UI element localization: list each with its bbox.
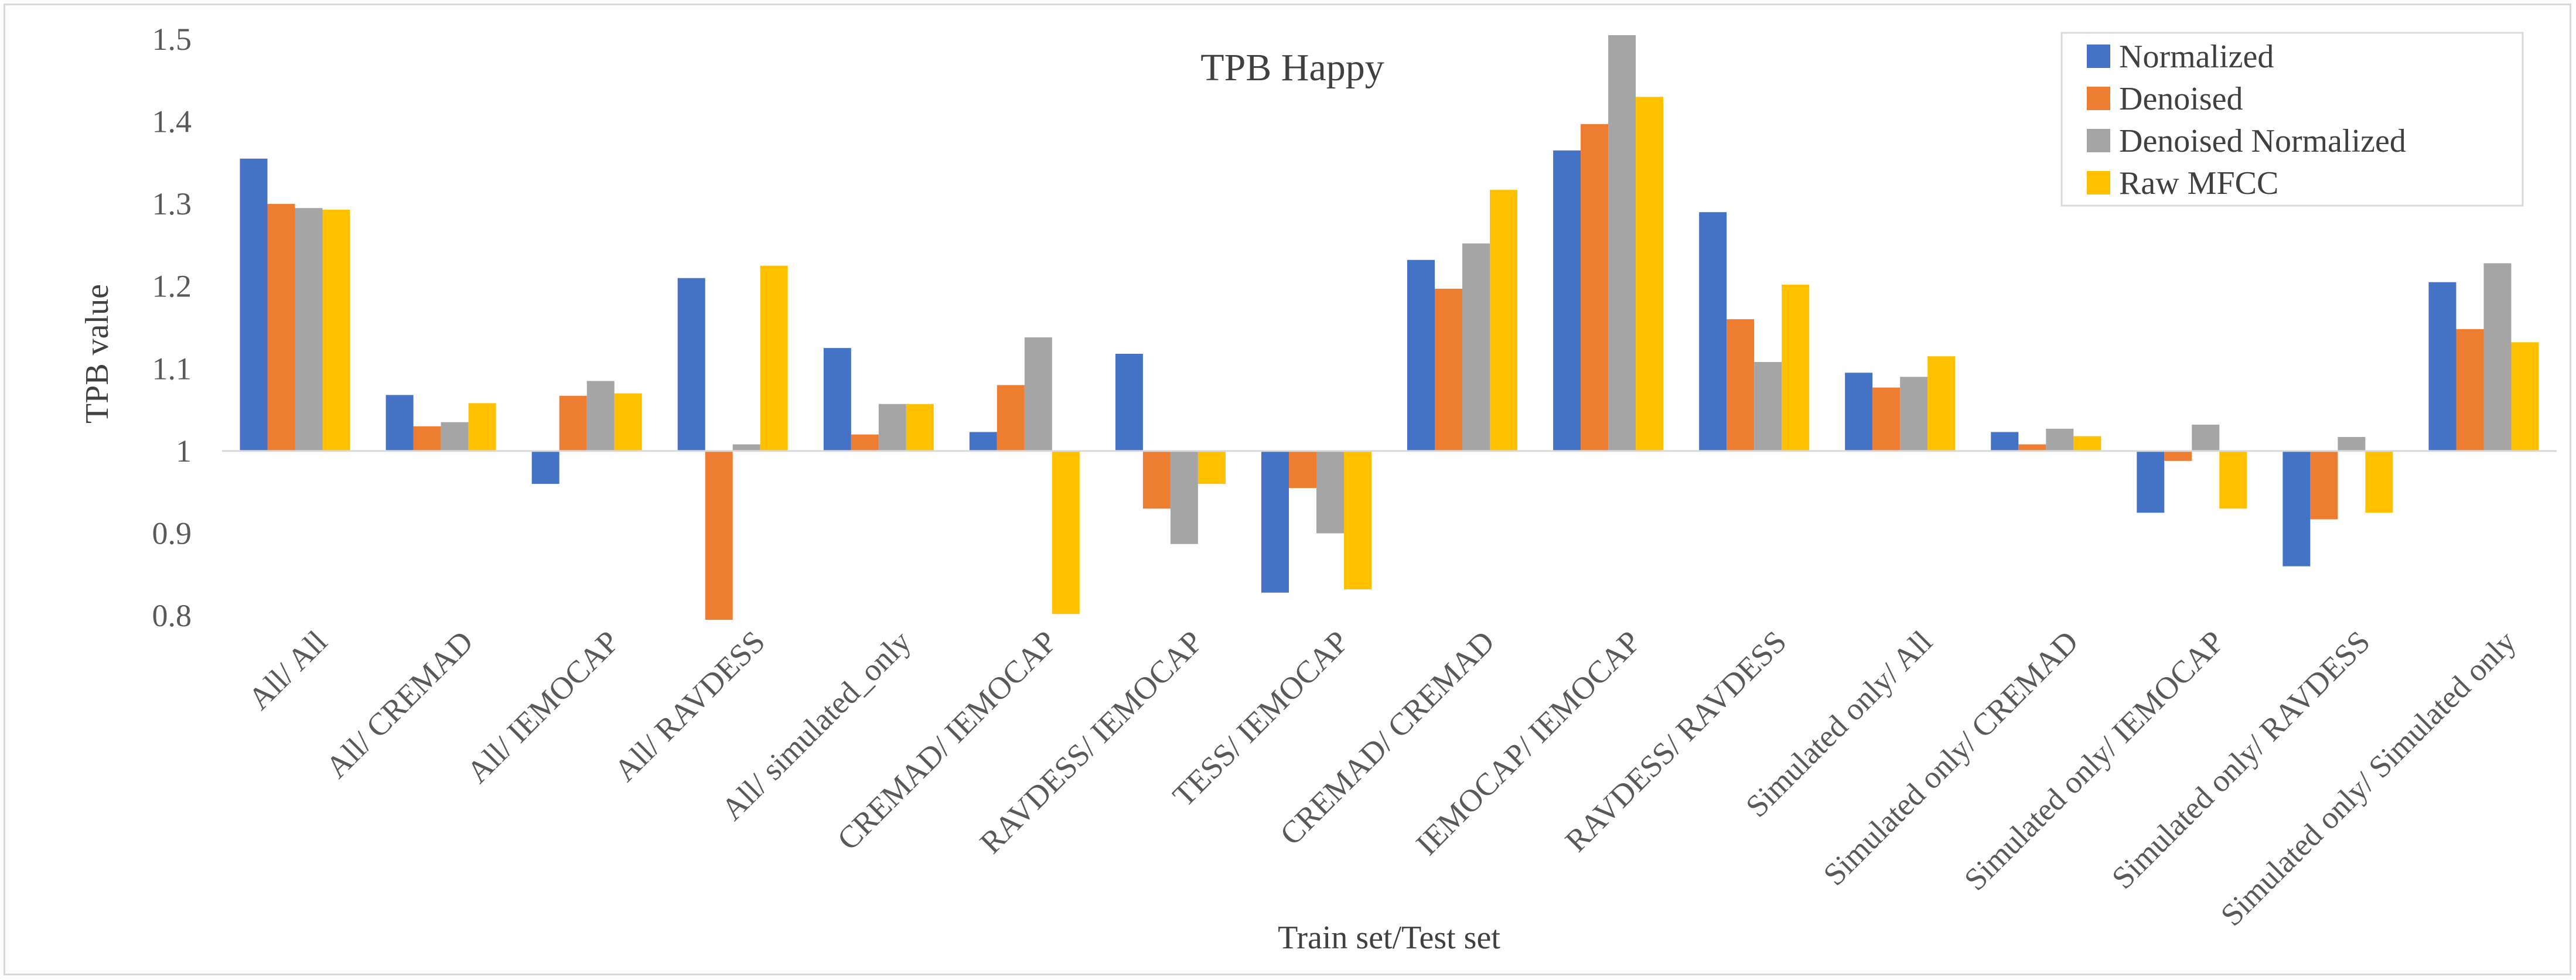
bar-denoised-11 <box>1872 387 1901 451</box>
bar-denoised-normalized-4 <box>878 404 906 451</box>
bar-denoised-9 <box>1581 124 1609 451</box>
bar-raw-mfcc-2 <box>614 393 642 451</box>
bar-denoised-normalized-13 <box>2192 424 2220 451</box>
y-tick-label: 0.8 <box>152 598 192 633</box>
legend-swatch-denoised-normalized <box>2087 129 2110 152</box>
legend-swatch-normalized <box>2087 45 2110 68</box>
bar-denoised-5 <box>997 385 1025 451</box>
bar-denoised-1 <box>413 426 441 451</box>
bar-denoised-normalized-2 <box>586 381 615 451</box>
bar-denoised-normalized-0 <box>295 208 323 451</box>
bar-normalized-4 <box>823 348 851 451</box>
y-tick-label: 1.2 <box>152 269 192 304</box>
bar-denoised-8 <box>1435 288 1462 451</box>
x-tick-label: Simulated only/ IEMOCAP <box>1957 624 2231 897</box>
x-tick-label: Simulated only/ Simulated only <box>2214 624 2523 933</box>
legend-swatch-denoised <box>2087 87 2110 110</box>
bar-denoised-4 <box>851 434 879 451</box>
bar-raw-mfcc-14 <box>2365 450 2393 513</box>
bar-normalized-9 <box>1553 150 1581 451</box>
bar-denoised-normalized-9 <box>1608 35 1636 451</box>
bar-denoised-normalized-3 <box>732 444 760 451</box>
x-tick-label: All/ IEMOCAP <box>460 624 626 790</box>
bar-denoised-normalized-10 <box>1754 362 1782 451</box>
x-tick-label: Simulated only/ CREMAD <box>1817 624 2085 892</box>
bar-denoised-2 <box>559 395 587 451</box>
bar-raw-mfcc-10 <box>1782 284 1810 451</box>
bar-raw-mfcc-13 <box>2219 450 2247 509</box>
legend: Normalized Denoised Denoised Normalized Raw… <box>2060 32 2524 207</box>
x-tick-label: All/ All <box>241 624 334 716</box>
bar-denoised-normalized-5 <box>1024 337 1052 451</box>
bar-raw-mfcc-12 <box>2073 436 2101 451</box>
y-tick-label: 1.5 <box>152 22 192 57</box>
bar-denoised-14 <box>2310 450 2338 520</box>
chart-title: TPB Happy <box>1200 46 1384 89</box>
bar-denoised-15 <box>2456 329 2484 451</box>
bar-normalized-15 <box>2428 282 2456 451</box>
bar-raw-mfcc-11 <box>1927 356 1956 451</box>
bar-normalized-5 <box>969 432 997 451</box>
x-tick-label: All/ CREMAD <box>319 624 480 785</box>
bar-raw-mfcc-6 <box>1197 450 1226 484</box>
bars-layer <box>240 35 2539 620</box>
bar-denoised-normalized-11 <box>1900 377 1928 451</box>
bar-raw-mfcc-3 <box>760 265 788 451</box>
x-tick-label: Simulated only/ RAVDESS <box>2105 624 2377 896</box>
bar-normalized-8 <box>1407 259 1435 451</box>
legend-label-raw-mfcc: Raw MFCC <box>2119 165 2278 202</box>
bar-denoised-normalized-12 <box>2046 428 2074 451</box>
bar-normalized-0 <box>240 158 268 451</box>
bar-normalized-14 <box>2282 450 2311 566</box>
chart-frame: 0.8 0.9 1 1.1 1.2 1.3 1.4 1.5 All/ All All/ CREM… <box>4 4 2571 975</box>
bar-denoised-7 <box>1289 450 1316 489</box>
bar-raw-mfcc-5 <box>1052 450 1080 614</box>
bar-denoised-10 <box>1727 319 1755 451</box>
bar-denoised-normalized-8 <box>1462 243 1490 451</box>
bar-raw-mfcc-1 <box>468 403 496 451</box>
bar-normalized-7 <box>1261 450 1289 593</box>
bar-normalized-3 <box>677 278 705 451</box>
y-tick-label: 0.9 <box>152 515 192 551</box>
bar-normalized-11 <box>1845 373 1873 451</box>
bar-raw-mfcc-8 <box>1490 190 1517 451</box>
bar-denoised-12 <box>2018 444 2046 451</box>
bar-raw-mfcc-4 <box>906 404 934 451</box>
bar-normalized-13 <box>2137 450 2165 513</box>
legend-swatch-raw-mfcc <box>2087 171 2110 194</box>
y-axis-ticks: 0.8 0.9 1 1.1 1.2 1.3 1.4 1.5 <box>152 22 192 633</box>
bar-normalized-2 <box>531 450 559 484</box>
legend-label-normalized: Normalized <box>2119 39 2274 75</box>
bar-normalized-12 <box>1991 432 2019 451</box>
y-tick-label: 1.1 <box>152 351 192 386</box>
bar-denoised-normalized-14 <box>2338 437 2366 451</box>
bar-denoised-3 <box>705 450 733 620</box>
bar-raw-mfcc-0 <box>322 210 350 451</box>
bar-normalized-1 <box>385 395 414 451</box>
legend-label-denoised: Denoised <box>2119 81 2243 117</box>
bar-denoised-0 <box>267 204 295 451</box>
y-tick-label: 1.4 <box>152 104 192 139</box>
legend-label-denoised-normalized: Denoised Normalized <box>2119 123 2406 159</box>
bar-normalized-6 <box>1115 354 1143 451</box>
bar-raw-mfcc-9 <box>1636 97 1664 451</box>
y-tick-label: 1.3 <box>152 186 192 221</box>
legend-box <box>2060 32 2524 207</box>
bar-denoised-normalized-7 <box>1316 450 1344 534</box>
bar-raw-mfcc-7 <box>1344 450 1371 590</box>
bar-denoised-6 <box>1142 450 1171 509</box>
x-tick-label: All/ RAVDESS <box>608 624 772 788</box>
bar-denoised-normalized-15 <box>2483 263 2512 451</box>
x-axis-title: Train set/Test set <box>1278 920 1500 956</box>
bar-denoised-13 <box>2164 450 2192 461</box>
y-axis-title: TPB value <box>79 284 115 424</box>
bar-denoised-normalized-6 <box>1170 450 1198 544</box>
bar-normalized-10 <box>1699 212 1727 451</box>
y-tick-label: 1 <box>176 433 192 469</box>
bar-raw-mfcc-15 <box>2511 342 2539 451</box>
bar-denoised-normalized-1 <box>441 422 469 451</box>
